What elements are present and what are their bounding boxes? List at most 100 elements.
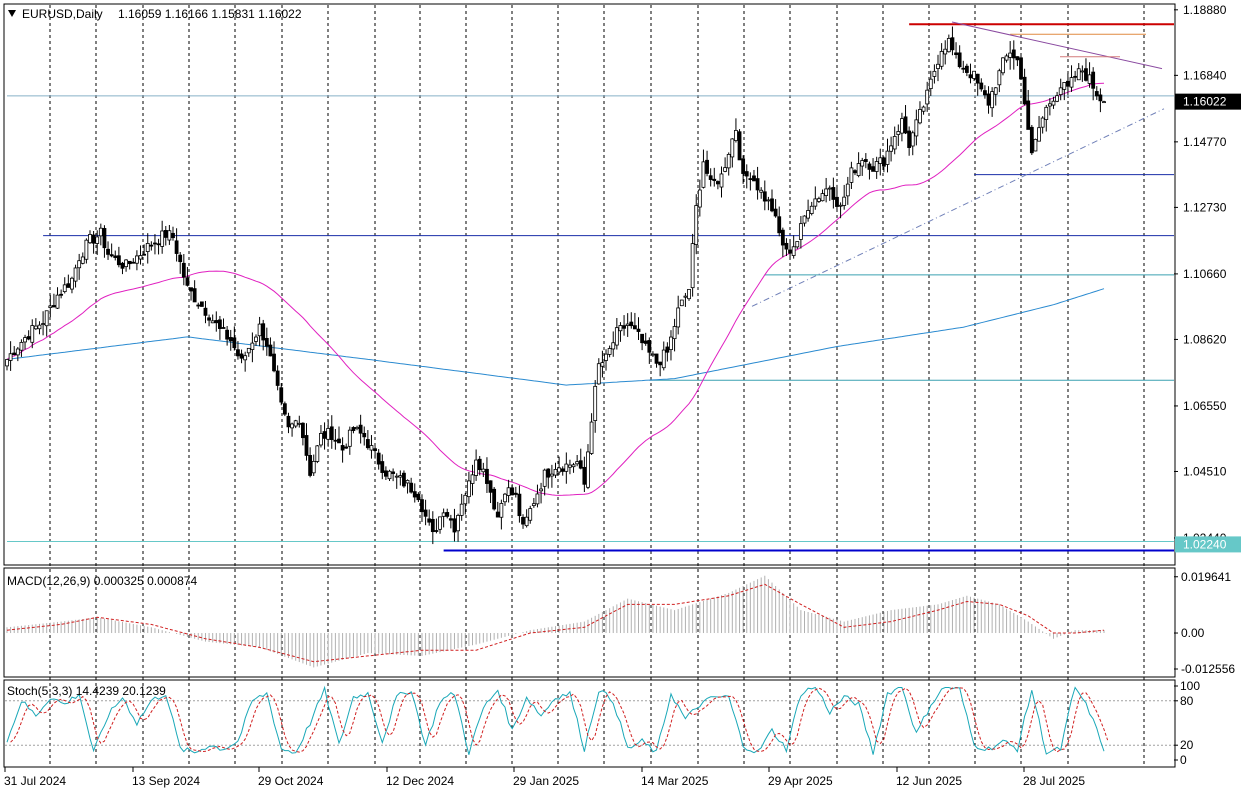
candle-body — [481, 468, 486, 473]
candle-body — [983, 90, 987, 96]
time-tick-label: 12 Jun 2025 — [896, 774, 962, 788]
candle-body — [723, 167, 728, 172]
candle-body — [575, 461, 580, 465]
candle-body — [506, 487, 511, 496]
candle-body — [55, 294, 60, 309]
triangle-down-icon[interactable] — [8, 10, 16, 17]
ma-50-line — [6, 82, 1105, 496]
candle-body — [1098, 94, 1103, 102]
candle-body — [914, 119, 919, 137]
candle-body — [1066, 80, 1070, 87]
candle-body — [683, 295, 688, 298]
candle-body — [52, 305, 56, 308]
candle-body — [672, 326, 677, 340]
candle-body — [921, 106, 926, 112]
vertical-grid — [49, 5, 1145, 766]
candle-body — [362, 432, 367, 438]
candle-body — [19, 342, 24, 351]
candle-body — [311, 460, 316, 474]
stoch-pane-border — [3, 679, 1176, 768]
candle-body — [33, 325, 38, 330]
candle-body — [625, 323, 630, 326]
candle-body — [669, 336, 673, 350]
candle-body — [1004, 55, 1009, 61]
candle-body — [466, 480, 471, 498]
candle-body — [813, 198, 818, 207]
candle-body — [412, 491, 417, 498]
candle-body — [593, 385, 598, 421]
candle-body — [351, 427, 356, 431]
candle-body — [661, 349, 666, 369]
candle-body — [268, 344, 273, 357]
candle-body — [1029, 126, 1034, 154]
candle-body — [254, 336, 258, 342]
candle-body — [62, 284, 67, 293]
time-tick-label: 14 Mar 2025 — [641, 774, 709, 788]
candle-body — [535, 493, 540, 505]
candle-body — [127, 260, 132, 265]
candle-body — [618, 325, 623, 332]
candle-body — [784, 242, 789, 250]
candle-body — [178, 254, 183, 263]
candle-body — [604, 353, 608, 361]
ma-50-path — [6, 82, 1105, 496]
candle-body — [842, 196, 847, 206]
candle-body — [611, 342, 616, 350]
candle-body — [748, 178, 753, 180]
candle-body — [463, 494, 468, 505]
time-tick-label: 28 Jul 2025 — [1023, 774, 1085, 788]
candle-body — [84, 239, 89, 260]
candle-body — [135, 255, 139, 264]
candle-body — [1044, 106, 1049, 120]
candle-body — [272, 353, 276, 372]
candle-body — [329, 426, 334, 440]
candle-body — [697, 189, 702, 208]
candle-body — [640, 333, 645, 344]
candle-body — [369, 445, 374, 451]
candle-body — [896, 131, 901, 135]
candle-body — [542, 469, 547, 487]
candle-body — [972, 70, 976, 79]
candle-body — [770, 198, 774, 212]
candle-body — [521, 516, 525, 525]
candle-body — [221, 327, 226, 329]
candle-body — [744, 171, 749, 177]
candle-body — [225, 329, 230, 340]
candle-body — [809, 205, 814, 214]
candle-body — [950, 37, 955, 51]
candle-body — [817, 198, 821, 202]
candle-body — [806, 210, 810, 219]
time-tick-label: 29 Apr 2025 — [768, 774, 833, 788]
candle-body — [358, 424, 363, 434]
candle-body — [737, 131, 742, 161]
stoch-main-line — [6, 685, 1105, 755]
candle-body — [726, 153, 731, 169]
candle-body — [907, 130, 912, 148]
candle-body — [860, 160, 865, 167]
candle-body — [109, 254, 114, 257]
candle-body — [492, 488, 497, 510]
candle-body — [355, 426, 359, 430]
price-tick-label: 1.06550 — [1183, 399, 1227, 413]
macd-tick-label: 0.019641 — [1181, 570, 1231, 584]
candle-body — [752, 175, 756, 182]
candle-body — [1087, 74, 1092, 84]
candle-body — [1040, 117, 1045, 128]
candle-body — [459, 503, 464, 516]
candle-body — [434, 530, 439, 532]
candle-body — [1011, 49, 1016, 59]
candle-body — [145, 243, 150, 252]
candle-body — [939, 51, 944, 67]
candle-body — [651, 353, 655, 356]
candle-body — [474, 459, 479, 476]
candle-body — [853, 170, 857, 174]
macd-pane: 0.019641 0.00 -0.012556 — [6, 570, 1235, 676]
candle-body — [196, 304, 201, 307]
candle-body — [658, 361, 663, 366]
candle-body — [719, 173, 724, 188]
candle-body — [445, 512, 450, 517]
time-axis: 31 Jul 2024 13 Sep 2024 29 Oct 2024 12 Dec … — [4, 767, 1085, 788]
candle-body — [485, 468, 489, 484]
candle-body — [871, 166, 875, 172]
candle-body — [903, 116, 908, 134]
